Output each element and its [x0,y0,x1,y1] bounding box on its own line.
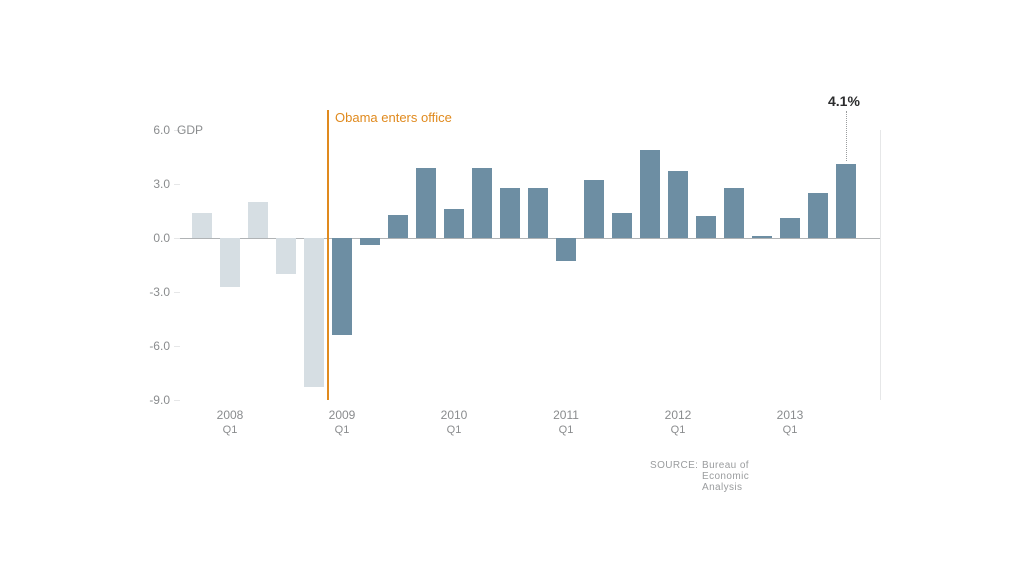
y-tick-label: -6.0 [130,339,170,353]
year-label: 2008 [210,408,250,422]
bar [416,168,436,238]
quarter-label: Q1 [663,424,693,436]
year-label: 2013 [770,408,810,422]
y-tick-label: -3.0 [130,285,170,299]
bar [836,164,856,238]
y-tick-label: 6.0 [130,123,170,137]
source-label: SOURCE: [650,460,698,471]
obama-marker-label: Obama enters office [335,110,452,125]
bar [472,168,492,238]
year-label: 2011 [546,408,586,422]
quarter-label: Q1 [215,424,245,436]
bar [724,188,744,238]
bar [444,209,464,238]
gridline [174,400,180,401]
quarter-label: Q1 [551,424,581,436]
bar [220,238,240,287]
gridline [174,292,180,293]
callout-leader [846,111,847,161]
y-tick-label: 0.0 [130,231,170,245]
bar [360,238,380,245]
bar [248,202,268,238]
year-label: 2010 [434,408,474,422]
gdp-axis-label: GDP [177,123,203,137]
bar [808,193,828,238]
bar [668,171,688,238]
quarter-label: Q1 [327,424,357,436]
bar [612,213,632,238]
bar [388,215,408,238]
bar [752,236,772,238]
bar [556,238,576,261]
bar [696,216,716,238]
year-label: 2012 [658,408,698,422]
plot-right-border [880,130,881,400]
bar [500,188,520,238]
source-value: Bureau of Economic Analysis [702,460,749,493]
bar [584,180,604,238]
bar [528,188,548,238]
gridline [174,346,180,347]
gridline [174,184,180,185]
bar [780,218,800,238]
bar [332,238,352,335]
bar [640,150,660,238]
y-tick-label: 3.0 [130,177,170,191]
year-label: 2009 [322,408,362,422]
bar [192,213,212,238]
bar [276,238,296,274]
y-tick-label: -9.0 [130,393,170,407]
obama-marker-line [327,110,329,400]
callout-value: 4.1% [828,93,860,109]
quarter-label: Q1 [775,424,805,436]
quarter-label: Q1 [439,424,469,436]
bar [304,238,324,387]
